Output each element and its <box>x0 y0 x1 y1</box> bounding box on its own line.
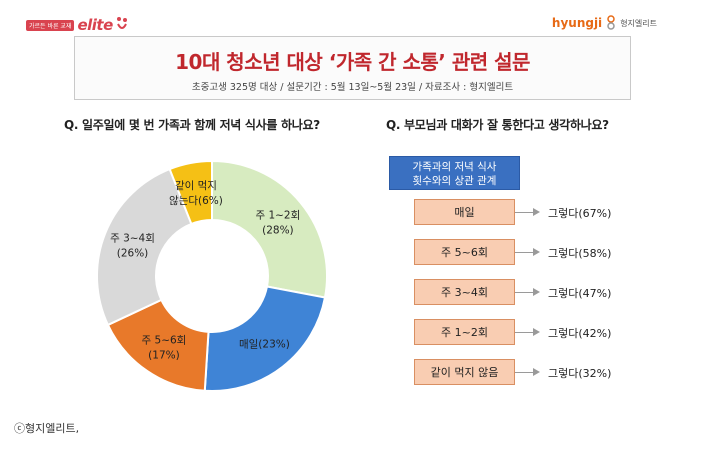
frequency-box: 같이 먹지 않음 <box>414 359 515 385</box>
hyungji-logo: hyungji 형지엘리트 <box>552 14 657 32</box>
arrow-line <box>515 332 535 333</box>
donut-slice-label: 주 5~6회 (17%) <box>142 335 187 362</box>
arrow-right-icon <box>533 248 540 256</box>
donut-slice-label: 매일(23%) <box>239 338 290 351</box>
donut-chart: 주 1~2회 (28%) 매일(23%) 주 5~6회 (17%) 주 3~4회 (26%)… <box>96 159 328 392</box>
copyright: ⓒ형지엘리트, <box>14 422 80 435</box>
arrow-line <box>515 252 535 253</box>
arrow-line <box>515 212 535 213</box>
donut-slice <box>211 159 328 299</box>
arrow-line <box>515 372 535 373</box>
title-box: 10대 청소년 대상 ‘가족 간 소통’ 관련 설문 초중고생 325명 대상 … <box>74 36 631 100</box>
arrow-right-icon <box>533 288 540 296</box>
answer-label: 그렇다(42%) <box>548 327 612 340</box>
correlation-header: 가족과의 저녁 식사 횟수와의 상관 관계 <box>389 156 520 190</box>
page-subtitle: 초중고생 325명 대상 / 설문기간 : 5월 13일~5월 23일 / 자료… <box>191 82 514 93</box>
answer-label: 그렇다(47%) <box>548 287 612 300</box>
hyungji-mark-icon <box>607 15 615 30</box>
arrow-line <box>515 292 535 293</box>
question-dinner-frequency: Q. 일주일에 몇 번 가족과 함께 저녁 식사를 하나요? <box>64 118 320 132</box>
frequency-box: 매일 <box>414 199 515 225</box>
correlation-header-line1: 가족과의 저녁 식사 <box>412 161 497 173</box>
frequency-box: 주 5~6회 <box>414 239 515 265</box>
donut-slice <box>203 285 327 392</box>
logo-elite-word: elite <box>77 16 113 34</box>
answer-label: 그렇다(32%) <box>548 367 612 380</box>
logo-badge: 가르든 바른 교재 <box>26 19 75 31</box>
correlation-header-line2: 횟수와의 상관 관계 <box>412 175 497 187</box>
arrow-right-icon <box>533 208 540 216</box>
elite-logo: 가르든 바른 교재 elite <box>26 14 129 36</box>
arrow-right-icon <box>533 368 540 376</box>
elite-mark-icon <box>116 17 127 29</box>
donut-slice <box>96 167 193 327</box>
donut-slice-label: 주 3~4회 (26%) <box>110 233 155 260</box>
logo-hyungji-ko: 형지엘리트 <box>620 18 657 28</box>
frequency-box: 주 3~4회 <box>414 279 515 305</box>
question-parent-communication: Q. 부모님과 대화가 잘 통한다고 생각하나요? <box>386 118 609 132</box>
donut-slice-label: 주 1~2회 (28%) <box>255 210 300 237</box>
frequency-box: 주 1~2회 <box>414 319 515 345</box>
arrow-right-icon <box>533 328 540 336</box>
donut-slice <box>168 159 213 226</box>
answer-label: 그렇다(67%) <box>548 207 612 220</box>
logo-hyungji-word: hyungji <box>551 16 603 30</box>
page-title: 10대 청소년 대상 ‘가족 간 소통’ 관련 설문 <box>175 50 530 74</box>
answer-label: 그렇다(58%) <box>548 247 612 260</box>
donut-slice-label: 같이 먹지 않는다(6%) <box>169 180 223 207</box>
